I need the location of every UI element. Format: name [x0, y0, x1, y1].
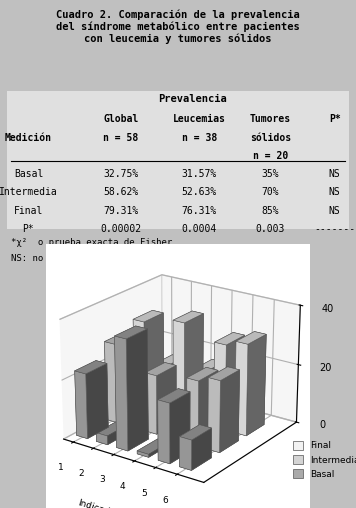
Text: 76.31%: 76.31% — [182, 206, 217, 216]
Text: Tumores: Tumores — [250, 114, 291, 124]
Text: Leucemias: Leucemias — [173, 114, 226, 124]
Text: n = 20: n = 20 — [253, 151, 288, 161]
Text: sólidos: sólidos — [250, 133, 291, 143]
Text: n = 58: n = 58 — [103, 133, 139, 143]
Text: Cuadro 2. Comparación de la prevalencia
del síndrome metabólico entre pacientes
: Cuadro 2. Comparación de la prevalencia … — [56, 9, 300, 44]
Text: Medición: Medición — [5, 133, 52, 143]
Text: P*: P* — [22, 224, 35, 234]
Text: 70%: 70% — [262, 187, 279, 198]
Text: Prevalencia: Prevalencia — [158, 93, 227, 104]
Text: 85%: 85% — [262, 206, 279, 216]
Text: NS: NS — [329, 206, 341, 216]
Text: 35%: 35% — [262, 169, 279, 179]
Text: 0.0004: 0.0004 — [182, 224, 217, 234]
Text: NS: NS — [329, 169, 341, 179]
Text: 32.75%: 32.75% — [103, 169, 139, 179]
FancyBboxPatch shape — [7, 91, 349, 229]
Text: Basal: Basal — [14, 169, 43, 179]
Text: NS: no significativa: NS: no significativa — [11, 253, 118, 263]
Text: Global: Global — [103, 114, 139, 124]
Text: NS: NS — [329, 187, 341, 198]
Text: P*: P* — [329, 114, 341, 124]
Text: 79.31%: 79.31% — [103, 206, 139, 216]
Text: 31.57%: 31.57% — [182, 169, 217, 179]
Legend: Final, Intermedia, Basal: Final, Intermedia, Basal — [289, 437, 356, 483]
X-axis label: Indicadores: Indicadores — [77, 498, 129, 508]
Text: n = 38: n = 38 — [182, 133, 217, 143]
Text: 52.63%: 52.63% — [182, 187, 217, 198]
Text: 0.003: 0.003 — [256, 224, 285, 234]
Text: *χ²  o prueba exacta de Fisher: *χ² o prueba exacta de Fisher — [11, 238, 172, 247]
Text: Final: Final — [14, 206, 43, 216]
Text: -------: ------- — [314, 224, 355, 234]
Text: 58.62%: 58.62% — [103, 187, 139, 198]
Text: 0.00002: 0.00002 — [100, 224, 142, 234]
Text: Intermedia: Intermedia — [0, 187, 58, 198]
